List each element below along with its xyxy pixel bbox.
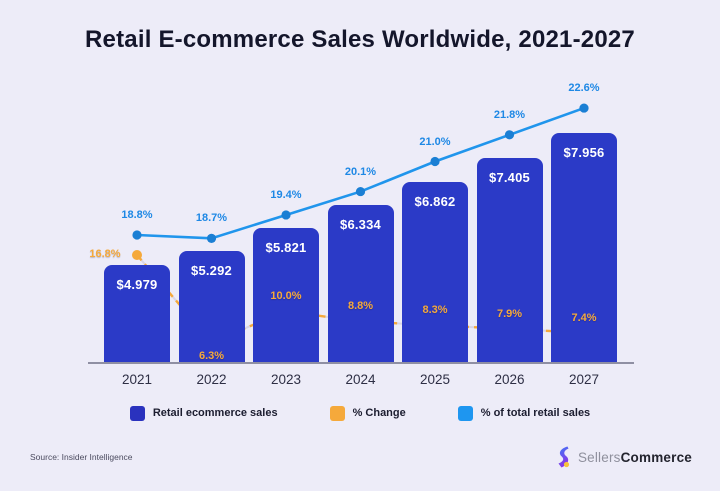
pct-change-label-2023: 10.0% bbox=[270, 290, 302, 303]
legend-item-retail-share: % of total retail sales bbox=[457, 405, 591, 421]
bar-2027: $7.956 bbox=[551, 133, 617, 362]
retail-share-marker bbox=[206, 233, 217, 243]
bar-2022: $5.292 bbox=[178, 251, 245, 362]
bar-value-label: $5.292 bbox=[191, 263, 232, 279]
pct-change-label-2027: 7.4% bbox=[571, 311, 597, 324]
legend-item-pct-change: % Change bbox=[329, 405, 406, 421]
retail-share-label-2024: 20.1% bbox=[344, 165, 377, 178]
retail-share-marker bbox=[355, 186, 366, 197]
bar-value-label: $5.821 bbox=[265, 239, 307, 255]
bar-value-label: $4.979 bbox=[116, 277, 158, 293]
retail-share-marker bbox=[281, 210, 291, 220]
bar-value-label: $7.405 bbox=[489, 169, 530, 185]
x-axis-label-2027: 2027 bbox=[568, 372, 600, 387]
bar-2023: $5.821 bbox=[253, 227, 319, 362]
pct-change-marker bbox=[132, 250, 142, 260]
legend-label: Retail ecommerce sales bbox=[152, 407, 278, 419]
bar-value-label: $7.956 bbox=[563, 145, 605, 161]
legend-label: % of total retail sales bbox=[480, 407, 591, 419]
pct-change-label-2025: 8.3% bbox=[422, 304, 448, 317]
x-axis-label-2024: 2024 bbox=[345, 372, 376, 387]
legend-swatch-ecommerce-sales bbox=[129, 405, 145, 421]
pct-change-label-2021: 16.8% bbox=[89, 248, 121, 260]
retail-share-label-2023: 19.4% bbox=[270, 188, 302, 201]
retail-share-marker bbox=[430, 156, 440, 167]
bar-value-label: $6.334 bbox=[340, 217, 381, 232]
bar-value-label: $6.862 bbox=[414, 193, 456, 209]
legend-swatch-retail-share bbox=[457, 405, 473, 421]
pct-change-label-2024: 8.8% bbox=[347, 300, 374, 313]
x-axis-label-2026: 2026 bbox=[494, 372, 525, 387]
brand-name: SellersCommerce bbox=[577, 450, 692, 465]
x-axis-label-2023: 2023 bbox=[270, 372, 302, 387]
retail-share-marker bbox=[579, 103, 589, 113]
x-axis-label-2025: 2025 bbox=[419, 372, 451, 387]
retail-share-marker bbox=[504, 130, 515, 140]
pct-change-label-2026: 7.9% bbox=[496, 307, 523, 320]
x-axis-label-2021: 2021 bbox=[121, 372, 153, 387]
retail-share-marker bbox=[132, 230, 142, 240]
retail-share-label-2025: 21.0% bbox=[419, 135, 451, 148]
bar-2024: $6.334 bbox=[327, 205, 394, 362]
legend-swatch-pct-change bbox=[329, 405, 345, 421]
bar-2025: $6.862 bbox=[402, 181, 468, 362]
retail-share-label-2026: 21.8% bbox=[493, 108, 526, 121]
bar-2021: $4.979 bbox=[104, 265, 170, 362]
pct-change-label-2022: 6.3% bbox=[198, 350, 225, 363]
chart-title: Retail E-commerce Sales Worldwide, 2021-… bbox=[85, 26, 635, 53]
sellers-commerce-icon bbox=[558, 446, 570, 468]
legend-label: % Change bbox=[352, 407, 406, 419]
retail-share-label-2027: 22.6% bbox=[568, 82, 600, 95]
legend-item-ecommerce-sales: Retail ecommerce sales bbox=[129, 405, 278, 421]
retail-share-label-2021: 18.8% bbox=[121, 209, 153, 221]
retail-share-label-2022: 18.7% bbox=[195, 212, 228, 225]
source-note: Source: Insider Intelligence bbox=[30, 452, 133, 462]
x-axis-line bbox=[88, 362, 634, 364]
bar-2026: $7.405 bbox=[476, 157, 543, 362]
brand-logo: SellersCommerce bbox=[555, 446, 692, 469]
legend: Retail ecommerce sales % Change % of tot… bbox=[0, 402, 720, 424]
x-axis-label-2022: 2022 bbox=[196, 372, 227, 387]
